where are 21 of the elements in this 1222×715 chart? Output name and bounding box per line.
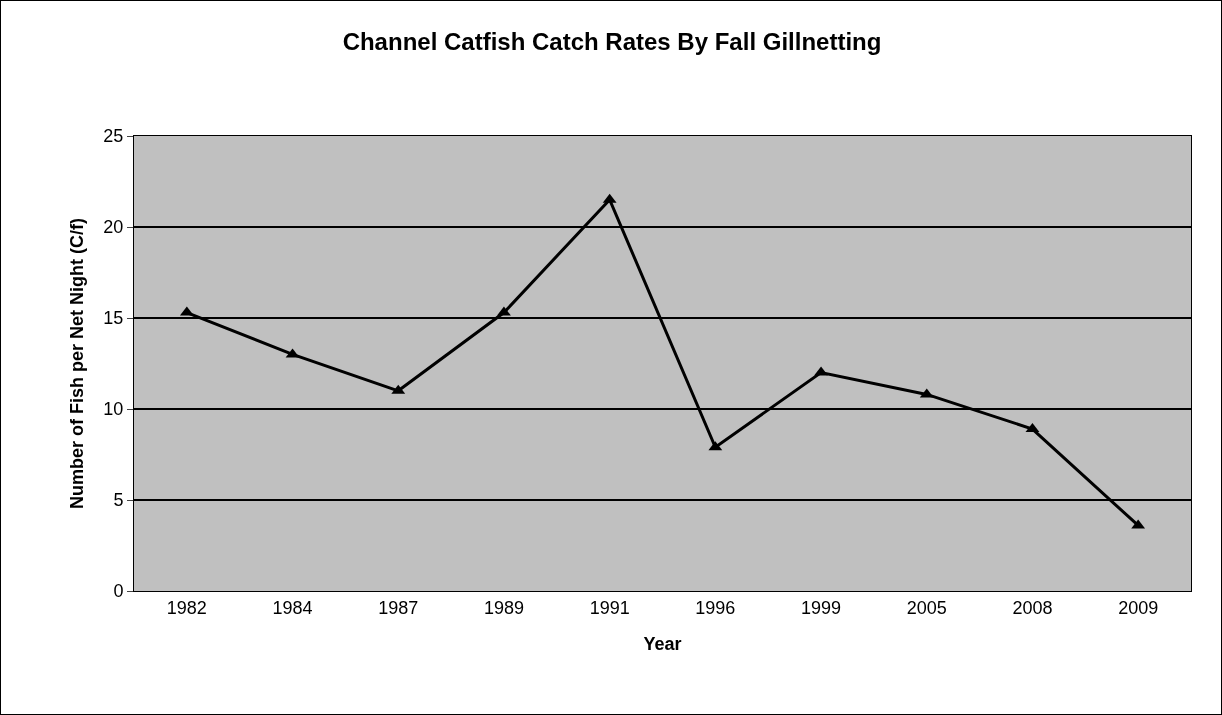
point	[497, 306, 511, 316]
x-tick-label: 1984	[272, 597, 313, 618]
x-tick-label: 2009	[1118, 597, 1159, 618]
x-tick-label: 1999	[801, 597, 842, 618]
x-tick-label: 1991	[589, 597, 630, 618]
x-tick-label: 2005	[906, 597, 947, 618]
y-tick-label: 25	[103, 126, 124, 147]
chart-title: Channel Catfish Catch Rates By Fall Gillnetting	[342, 27, 882, 55]
y-tick-label: 0	[113, 581, 124, 602]
x-axis-title: Year	[643, 633, 682, 654]
x-tick-label: 1989	[483, 597, 524, 618]
x-tick-label: 1996	[695, 597, 736, 618]
y-tick-label: 5	[113, 490, 124, 511]
x-tick-label: 2008	[1012, 597, 1053, 618]
y-tick-label: 15	[103, 308, 124, 329]
y-axis-title: Number of Fish per Net Night (C/f)	[66, 218, 87, 509]
y-tick-label: 20	[103, 217, 124, 238]
point	[814, 366, 828, 376]
x-tick-label: 1982	[166, 597, 207, 618]
y-tick-label: 10	[103, 399, 124, 420]
x-tick-label: 1987	[378, 597, 419, 618]
